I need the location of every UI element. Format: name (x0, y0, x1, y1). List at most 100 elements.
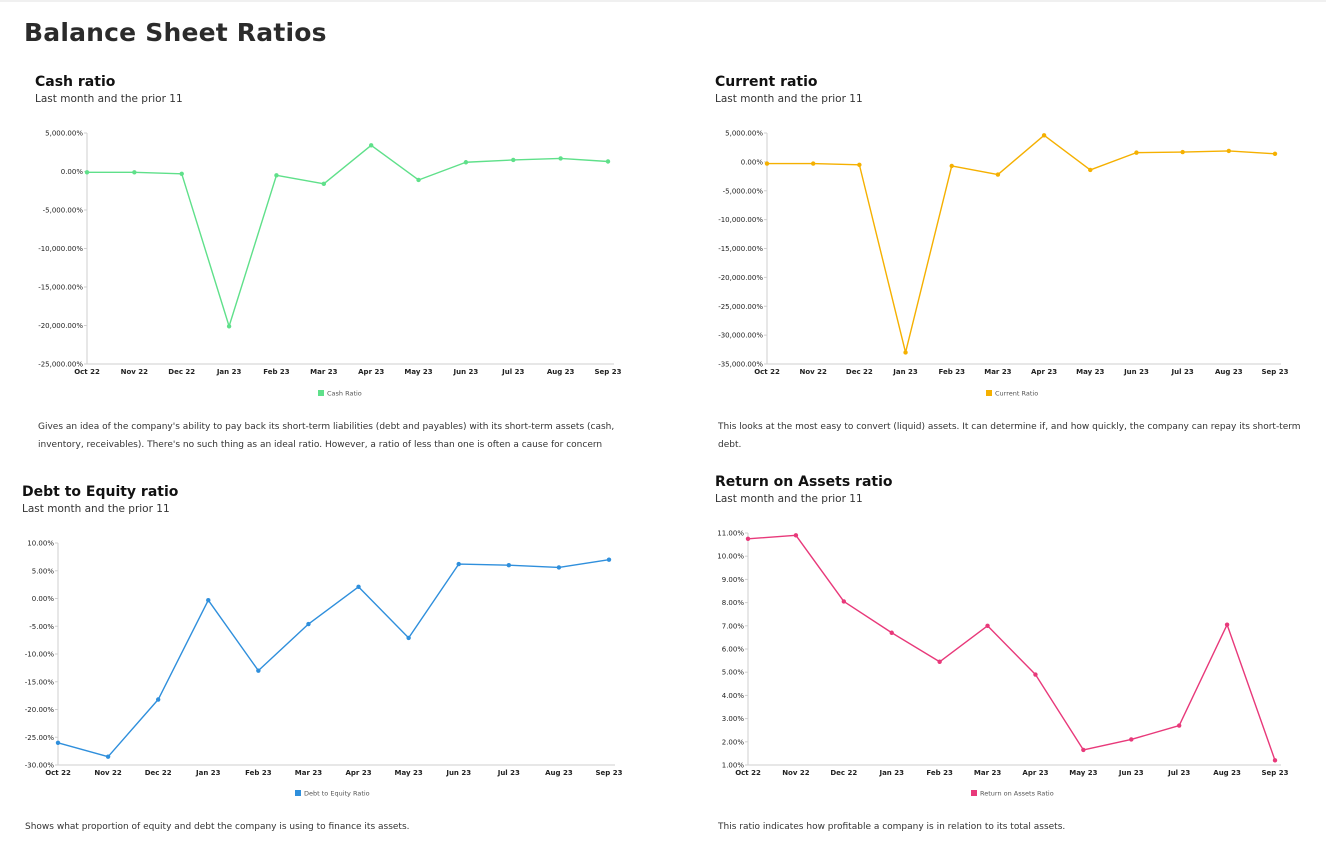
current-ratio-y-tick-label: -25,000.00% (718, 303, 763, 311)
current-ratio-y-tick-label: -10,000.00% (718, 216, 763, 224)
debt-to-equity-x-tick-label: Apr 23 (346, 769, 372, 777)
cash-ratio-data-point (558, 156, 563, 161)
return-on-assets-subtitle: Last month and the prior 11 (715, 493, 863, 505)
return-on-assets-x-tick-label: Feb 23 (926, 769, 953, 777)
cash-ratio-x-tick-label: Aug 23 (547, 368, 575, 376)
current-ratio-legend-swatch (986, 390, 992, 396)
cash-ratio-data-point (511, 157, 516, 163)
cash-ratio-x-tick-label: Mar 23 (310, 368, 337, 376)
debt-to-equity-y-tick-label: -25.00% (25, 734, 55, 742)
current-ratio-y-tick-label: 5,000.00% (725, 130, 763, 138)
current-ratio-description: This looks at the most easy to convert (… (718, 422, 1301, 450)
debt-to-equity-legend-label: Debt to Equity Ratio (304, 790, 370, 798)
return-on-assets-series-line (747, 534, 1276, 761)
current-ratio-x-tick-label: Dec 22 (846, 368, 873, 376)
cash-ratio-data-point (463, 160, 469, 165)
debt-to-equity-y-tick-label: 5.00% (32, 567, 55, 575)
current-ratio-legend-label: Current Ratio (995, 390, 1038, 398)
debt-to-equity-y-tick-label: 0.00% (32, 595, 55, 603)
current-ratio-data-point (949, 163, 954, 169)
current-ratio-subtitle: Last month and the prior 11 (715, 93, 863, 105)
cash-ratio-x-tick-label: Jul 23 (501, 368, 524, 376)
cash-ratio-x-tick-label: Sep 23 (595, 368, 622, 376)
debt-to-equity-data-point (406, 635, 411, 641)
debt-to-equity-data-point (105, 754, 111, 759)
current-ratio-x-tick-label: Oct 22 (754, 368, 780, 376)
current-ratio-data-point (903, 350, 908, 355)
current-ratio-data-point (1226, 148, 1232, 154)
debt-to-equity-data-point (206, 597, 211, 603)
return-on-assets-y-tick-label: 11.00% (717, 530, 744, 538)
return-on-assets-y-tick-label: 3.00% (722, 715, 745, 723)
return-on-assets-y-tick-label: 10.00% (717, 553, 744, 561)
top-divider (0, 0, 1326, 2)
current-ratio-y-tick-label: -35,000.00% (718, 361, 763, 369)
cash-ratio-subtitle: Last month and the prior 11 (35, 93, 183, 105)
cash-ratio-x-tick-label: Feb 23 (263, 368, 290, 376)
debt-to-equity-x-tick-label: Nov 22 (94, 769, 122, 777)
cash-ratio-x-tick-label: Apr 23 (358, 368, 384, 376)
current-ratio-x-tick-label: Sep 23 (1262, 368, 1289, 376)
cash-ratio-data-point (368, 143, 374, 148)
return-on-assets-y-tick-label: 2.00% (722, 738, 745, 746)
return-on-assets-x-tick-label: Sep 23 (1262, 769, 1289, 777)
current-ratio-series-line (767, 134, 1276, 354)
cash-ratio-y-tick-label: -5,000.00% (43, 207, 84, 215)
cash-ratio-y-tick-label: -20,000.00% (38, 322, 83, 330)
cash-ratio-description: Gives an idea of the company's ability t… (38, 422, 615, 450)
cash-ratio-x-tick-label: Jan 23 (216, 368, 242, 376)
debt-to-equity-data-point (55, 740, 61, 745)
current-ratio-x-tick-label: Feb 23 (939, 368, 966, 376)
debt-to-equity-data-point (356, 584, 361, 590)
debt-to-equity-x-tick-label: Jul 23 (497, 769, 520, 777)
return-on-assets-x-tick-label: Dec 22 (830, 769, 857, 777)
return-on-assets-x-tick-label: Aug 23 (1213, 769, 1241, 777)
cash-ratio-y-tick-label: 0.00% (61, 168, 84, 176)
debt-to-equity-data-point (306, 621, 311, 627)
cash-ratio-title: Cash ratio (35, 74, 116, 90)
current-ratio-x-tick-label: Jul 23 (1171, 368, 1194, 376)
cash-ratio-data-point (132, 170, 137, 175)
current-ratio-y-tick-label: -5,000.00% (723, 187, 764, 195)
current-ratio-data-point (1088, 167, 1093, 173)
return-on-assets-x-tick-label: Jan 23 (878, 769, 904, 777)
current-ratio-data-point (764, 161, 770, 166)
debt-to-equity-data-point (506, 563, 512, 568)
current-ratio-data-point (857, 162, 862, 167)
return-on-assets-data-point (889, 630, 894, 635)
debt-to-equity-x-tick-label: Aug 23 (545, 769, 573, 777)
current-ratio-data-point (1272, 151, 1278, 156)
debt-to-equity-y-tick-label: -15.00% (25, 678, 55, 686)
current-ratio-x-tick-label: Mar 23 (984, 368, 1011, 376)
return-on-assets-data-point (1224, 622, 1230, 627)
debt-to-equity-y-tick-label: -20.00% (25, 706, 55, 714)
cash-ratio-y-tick-label: 5,000.00% (45, 130, 83, 138)
current-ratio-data-point (1180, 149, 1185, 155)
cash-ratio-series-line (87, 144, 609, 327)
current-ratio-data-point (1134, 150, 1139, 155)
return-on-assets-x-tick-label: Jul 23 (1167, 769, 1190, 777)
cash-ratio-data-point (274, 173, 279, 178)
debt-to-equity-data-point (256, 668, 261, 673)
return-on-assets-x-tick-label: Mar 23 (974, 769, 1001, 777)
debt-to-equity-x-tick-label: Jan 23 (195, 769, 221, 777)
return-on-assets-y-tick-label: 4.00% (722, 692, 745, 700)
current-ratio-y-tick-label: -20,000.00% (718, 274, 763, 282)
cash-ratio-y-tick-label: -25,000.00% (38, 361, 83, 369)
return-on-assets-legend-swatch (971, 790, 977, 796)
current-ratio-data-point (995, 172, 1001, 177)
current-ratio-data-point (1041, 133, 1047, 138)
cash-ratio-data-point (226, 324, 232, 329)
debt-to-equity-y-tick-label: -5.00% (29, 623, 54, 631)
cash-ratio-data-point (321, 181, 327, 187)
debt-to-equity-data-point (606, 557, 612, 562)
current-ratio-title: Current ratio (715, 74, 818, 90)
return-on-assets-data-point (745, 536, 751, 541)
current-ratio-x-tick-label: Aug 23 (1215, 368, 1243, 376)
cash-ratio-y-tick-label: -15,000.00% (38, 284, 83, 292)
return-on-assets-y-tick-label: 8.00% (722, 599, 745, 607)
cash-ratio-data-point (179, 171, 184, 177)
return-on-assets-data-point (1176, 723, 1182, 728)
return-on-assets-x-tick-label: Apr 23 (1022, 769, 1048, 777)
debt-to-equity-legend-swatch (295, 790, 301, 796)
